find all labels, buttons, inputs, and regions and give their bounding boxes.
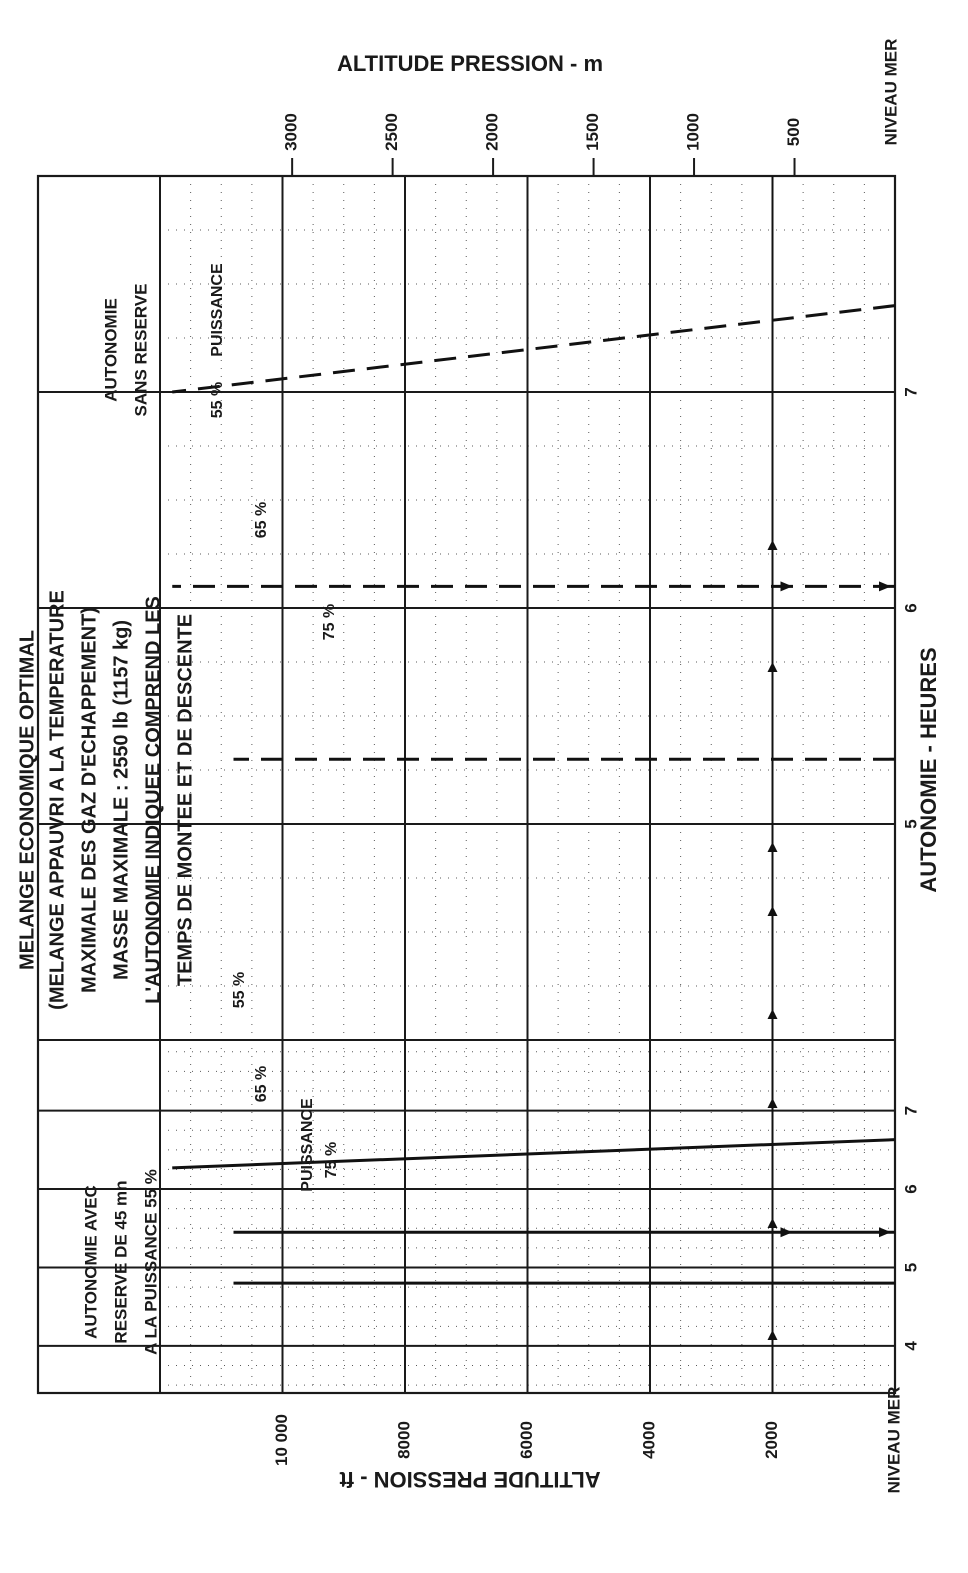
altitude-m-tick-label: 1000 xyxy=(684,113,703,151)
example-arrow xyxy=(767,1098,778,1108)
time-tick-label: 7 xyxy=(901,1106,920,1115)
time-tick-label: 5 xyxy=(901,819,920,828)
altitude-m-axis-title: ALTITUDE PRESSION - m xyxy=(337,51,603,76)
series-label-55-right: 55 % xyxy=(209,382,226,418)
example-arrow-65-right-end xyxy=(879,581,891,592)
series-55-pct-sans_reserve xyxy=(172,304,896,394)
altitude-ft-sea-level: NIVEAU MER xyxy=(884,1387,903,1494)
reserve-panel-label: RESERVE DE 45 mn xyxy=(111,1180,130,1343)
altitude-m-sea-level: NIVEAU MER xyxy=(881,39,900,146)
chart-title: MELANGE ECONOMIQUE OPTIMAL xyxy=(16,630,38,970)
altitude-m-tick-label: 3000 xyxy=(282,113,301,151)
time-tick-label: 6 xyxy=(901,603,920,612)
no-reserve-panel-label: AUTONOMIE xyxy=(101,298,120,402)
altitude-ft-tick-label: 10 000 xyxy=(272,1414,291,1466)
example-arrow-65-left xyxy=(780,1227,793,1238)
chart-note: TEMPS DE MONTEE ET DE DESCENTE xyxy=(174,614,196,986)
series-label-75-right: 75 % xyxy=(321,604,338,640)
series-label-65-right: 65 % xyxy=(253,502,270,538)
altitude-ft-tick-label: 8000 xyxy=(394,1421,413,1459)
time-tick-label: 4 xyxy=(901,1341,920,1351)
altitude-ft-tick-label: 6000 xyxy=(517,1421,536,1459)
grid xyxy=(38,176,895,1393)
time-tick-label: 7 xyxy=(901,387,920,396)
example-arrow xyxy=(767,662,778,672)
chart-note: L'AUTONOMIE INDIQUEE COMPREND LES xyxy=(142,596,164,1004)
altitude-m-tick-label: 1500 xyxy=(583,113,602,151)
power-label-left: PUISSANCE xyxy=(299,1098,316,1192)
series-label-65-left: 65 % xyxy=(253,1066,270,1102)
chart-frame xyxy=(36,158,897,1395)
power-label-right: PUISSANCE xyxy=(209,263,226,357)
reserve-panel-label: A LA PUISSANCE 55 % xyxy=(141,1169,160,1355)
example-arrow xyxy=(767,1009,778,1019)
altitude-ft-tick-label: 2000 xyxy=(762,1421,781,1459)
endurance-axis-title: AUTONOMIE - HEURES xyxy=(916,647,941,892)
example-arrow xyxy=(767,1218,778,1228)
chart-border xyxy=(36,174,897,1395)
chart-note: MASSE MAXIMALE : 2550 lb (1157 kg) xyxy=(110,620,132,980)
series-label-55-left: 55 % xyxy=(231,972,248,1008)
no-reserve-panel-label: SANS RESERVE xyxy=(131,284,150,417)
example-arrow xyxy=(767,906,778,916)
reserve-panel-label: AUTONOMIE AVEC xyxy=(81,1185,100,1339)
time-tick-label: 5 xyxy=(901,1263,920,1272)
altitude-m-tick-label: 500 xyxy=(784,118,803,146)
altitude-m-tick-label: 2500 xyxy=(382,113,401,151)
series-55-pct-reserve_45min xyxy=(172,1138,896,1170)
example-arrow xyxy=(767,1330,778,1340)
altitude-m-tick-label: 2000 xyxy=(483,113,502,151)
series xyxy=(172,176,896,1393)
example-arrow xyxy=(767,540,778,550)
series-label-75-left: 75 % xyxy=(323,1142,340,1178)
time-tick-label: 6 xyxy=(901,1184,920,1193)
altitude-ft-axis-title: ALTITUDE PRESSION - ft xyxy=(339,1467,601,1492)
altitude-ft-tick-label: 4000 xyxy=(639,1421,658,1459)
example-arrow-65-left-end xyxy=(879,1227,891,1238)
example-arrow xyxy=(767,842,778,852)
example-arrow-65-right xyxy=(780,581,793,592)
chart-note: MAXIMALE DES GAZ D'ECHAPPEMENT) xyxy=(78,607,100,993)
labels: 4 5 6 7 5 6 7 PUISSANCE 75 % 65 % 55 % 75 % 65 % 55 %… xyxy=(16,39,941,1494)
chart-note: (MELANGE APPAUVRI A LA TEMPERATURE xyxy=(46,590,68,1010)
